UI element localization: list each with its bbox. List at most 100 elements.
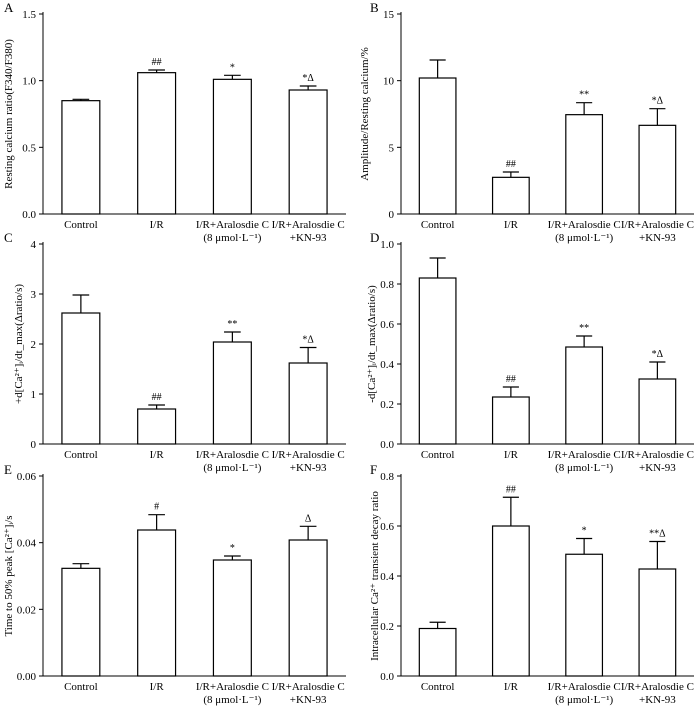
x-tick-label: I/R [504, 219, 519, 231]
x-tick-label: I/R+Aralosdie C [621, 681, 694, 693]
y-tick-label: 0.4 [380, 359, 394, 371]
y-tick-label: 5 [389, 142, 395, 154]
y-tick-label: 0.8 [380, 279, 394, 291]
y-tick-label: 0.2 [380, 621, 394, 633]
bar [491, 176, 530, 215]
y-axis-label: Amplitude/Resting calcium/% [359, 47, 371, 181]
bar [638, 124, 677, 215]
bar [212, 559, 252, 677]
bar [638, 568, 677, 677]
bar [565, 346, 604, 445]
significance-mark: * [230, 543, 235, 554]
y-tick-label: 0.0 [380, 671, 394, 683]
y-tick-label: 2 [31, 339, 37, 351]
y-axis-label: Time to 50% peak [Ca²⁺]ᵢ/s [3, 515, 15, 636]
x-tick-label: +KN-93 [290, 462, 327, 474]
y-tick-label: 1.5 [22, 9, 36, 21]
x-tick-label: Control [64, 219, 98, 231]
bar [491, 525, 530, 677]
panel-letter: B [370, 0, 379, 15]
x-tick-label: I/R+Aralosdie C [548, 449, 621, 461]
y-tick-label: 0.8 [380, 471, 394, 483]
x-tick-label: I/R+Aralosdie C [548, 219, 621, 231]
bar [288, 362, 328, 445]
panel-letter: A [4, 0, 14, 15]
y-tick-label: 0.6 [380, 319, 394, 331]
x-tick-label: I/R+Aralosdie C [621, 449, 694, 461]
significance-mark: * [582, 526, 587, 537]
x-tick-label: Control [421, 219, 455, 231]
x-tick-label: I/R+Aralosdie C [548, 681, 621, 693]
y-tick-label: 0.6 [380, 521, 394, 533]
bar [288, 539, 328, 677]
x-tick-label: (8 μmol·L⁻¹) [555, 232, 613, 244]
y-tick-label: 0 [31, 439, 37, 451]
y-axis-label: Intracellular Ca²⁺ transient decay ratio [369, 491, 381, 661]
bar [137, 72, 177, 215]
significance-mark: ** [579, 90, 589, 101]
x-tick-label: +KN-93 [290, 694, 327, 706]
x-tick-label: (8 μmol·L⁻¹) [203, 462, 261, 474]
bar [491, 396, 530, 445]
y-axis-label: +d[Ca²⁺]ᵢ/dt_max(Δratio/s) [13, 284, 25, 404]
panel-letter: D [370, 230, 379, 245]
bar [61, 100, 101, 215]
x-tick-label: Control [421, 681, 455, 693]
panel-C: C 0 1 2 3 4 +d[Ca²⁺]ᵢ/dt_max(Δratio/s) Control #… [4, 230, 346, 474]
x-tick-label: Control [421, 449, 455, 461]
significance-mark: ## [152, 392, 162, 403]
x-tick-label: I/R+Aralosdie C [621, 219, 694, 231]
significance-mark: *Δ [302, 73, 314, 84]
y-tick-label: 0 [389, 209, 395, 221]
bar [137, 529, 177, 677]
bar [212, 341, 252, 445]
x-tick-label: Control [64, 449, 98, 461]
x-tick-label: +KN-93 [639, 232, 676, 244]
bar [212, 78, 252, 215]
x-tick-label: I/R [150, 449, 165, 461]
x-tick-label: (8 μmol·L⁻¹) [555, 694, 613, 706]
x-tick-label: (8 μmol·L⁻¹) [203, 232, 261, 244]
panel-E: E 0.00 0.02 0.04 0.06 Time to 50% peak [Ca²⁺]… [3, 462, 346, 706]
x-tick-label: I/R [150, 219, 165, 231]
significance-mark: *Δ [302, 335, 314, 346]
y-tick-label: 0.0 [22, 209, 36, 221]
significance-mark: ## [506, 484, 516, 495]
bar [418, 77, 457, 215]
x-tick-label: +KN-93 [639, 694, 676, 706]
y-tick-label: 4 [31, 239, 37, 251]
y-tick-label: 3 [31, 289, 37, 301]
x-tick-label: I/R+Aralosdie C [196, 449, 269, 461]
y-tick-label: 0.4 [380, 571, 394, 583]
panel-letter: C [4, 230, 13, 245]
y-tick-label: 0.06 [17, 471, 37, 483]
x-tick-label: +KN-93 [290, 232, 327, 244]
bar [61, 567, 101, 677]
panel-A: A 0.0 0.5 1.0 1.5 Resting calcium ratio(F340/… [3, 0, 346, 244]
y-tick-label: 0.5 [22, 142, 36, 154]
significance-mark: ** [227, 319, 237, 330]
significance-mark: ## [152, 57, 162, 68]
significance-mark: ## [506, 159, 516, 170]
x-tick-label: I/R+Aralosdie C [196, 681, 269, 693]
bar [61, 312, 101, 445]
x-tick-label: +KN-93 [639, 462, 676, 474]
x-tick-label: I/R [504, 681, 519, 693]
y-tick-label: 0.2 [380, 399, 394, 411]
y-tick-label: 0.04 [17, 538, 37, 550]
x-tick-label: I/R [150, 681, 165, 693]
y-axis-label: Resting calcium ratio(F340/F380) [3, 39, 15, 189]
x-tick-label: I/R+Aralosdie C [272, 449, 345, 461]
significance-mark: # [154, 502, 159, 513]
bar [288, 89, 328, 215]
panel-letter: E [4, 462, 12, 477]
significance-mark: ** [579, 323, 589, 334]
y-tick-label: 15 [383, 9, 395, 21]
x-tick-label: I/R+Aralosdie C [272, 681, 345, 693]
significance-mark: * [230, 62, 235, 73]
panel-letter: F [370, 462, 377, 477]
y-tick-label: 0.02 [17, 604, 36, 616]
y-tick-label: 0.0 [380, 439, 394, 451]
y-axis-label: -d[Ca²⁺]ᵢ/dt_max(Δratio/s) [366, 285, 378, 403]
significance-mark: Δ [305, 513, 312, 524]
